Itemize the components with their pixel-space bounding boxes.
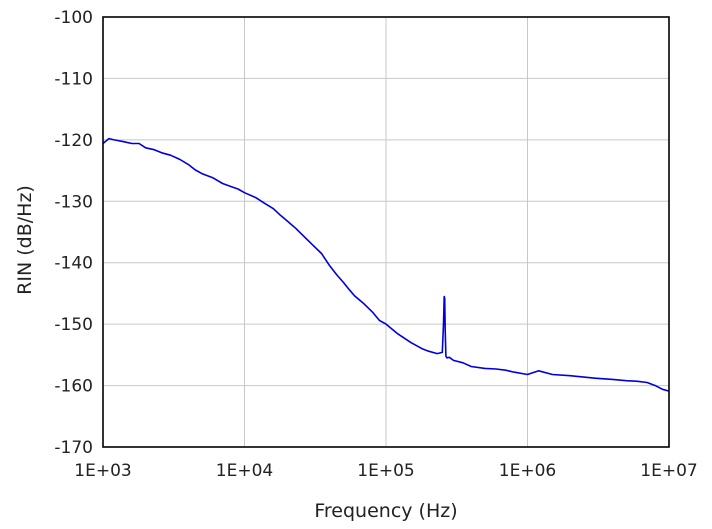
plot-area-border [102,16,670,448]
x-tick-label: 1E+05 [357,461,414,481]
y-tick-label: -110 [54,69,93,89]
y-tick-label: -150 [54,315,93,335]
x-tick-labels: 1E+03 1E+04 1E+05 1E+06 1E+07 [74,461,697,481]
y-tick-label: -160 [54,377,93,397]
y-tick-labels: -100 -110 -120 -130 -140 -150 -160 -170 [54,8,93,458]
y-tick-label: -130 [54,192,93,212]
y-axis-title: RIN (dB/Hz) [14,185,36,295]
y-tick-label: -170 [54,438,93,458]
x-tick-label: 1E+07 [640,461,697,481]
y-tick-label: -140 [54,254,93,274]
x-tick-label: 1E+06 [499,461,556,481]
x-tick-label: 1E+04 [216,461,273,481]
x-tick-label: 1E+03 [74,461,131,481]
series-line-0 [102,137,670,392]
series-layer [102,137,670,392]
x-axis-title: Frequency (Hz) [314,500,457,522]
grid-lines [102,16,670,448]
y-tick-label: -100 [54,8,93,28]
y-tick-label: -120 [54,131,93,151]
